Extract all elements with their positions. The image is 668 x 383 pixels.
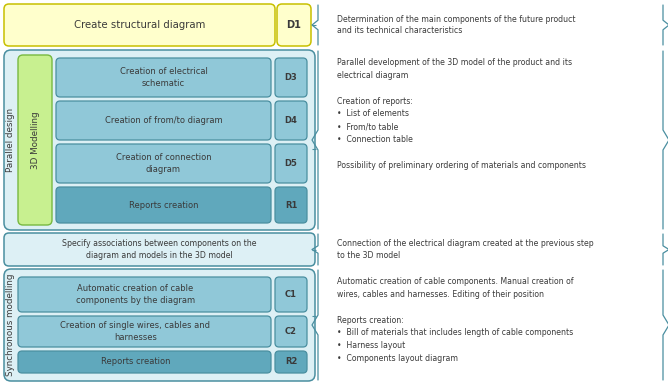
Text: Specify associations between components on the
diagram and models in the 3D mode: Specify associations between components … [62,239,257,260]
Text: Creation of connection
diagram: Creation of connection diagram [116,154,211,173]
Text: R1: R1 [285,200,297,210]
Text: Connection of the electrical diagram created at the previous step
to the 3D mode: Connection of the electrical diagram cre… [337,239,594,260]
FancyBboxPatch shape [18,277,271,312]
FancyBboxPatch shape [56,187,271,223]
Text: D4: D4 [285,116,297,125]
FancyBboxPatch shape [275,144,307,183]
FancyBboxPatch shape [275,277,307,312]
FancyBboxPatch shape [56,144,271,183]
FancyBboxPatch shape [56,58,271,97]
Text: Automatic creation of cable components. Manual creation of
wires, cables and har: Automatic creation of cable components. … [337,277,574,363]
Text: Parallel development of the 3D model of the product and its
electrical diagram

: Parallel development of the 3D model of … [337,58,586,170]
FancyBboxPatch shape [18,55,52,225]
Text: C1: C1 [285,290,297,299]
Text: R2: R2 [285,357,297,367]
Text: Automatic creation of cable
components by the diagram: Automatic creation of cable components b… [76,285,195,304]
Text: Parallel design: Parallel design [7,108,15,172]
FancyBboxPatch shape [4,4,275,46]
Text: D1: D1 [287,20,301,30]
FancyBboxPatch shape [4,233,315,266]
FancyBboxPatch shape [18,351,271,373]
Text: Creation of from/to diagram: Creation of from/to diagram [105,116,222,125]
Text: Reports creation: Reports creation [129,200,198,210]
Text: Creation of electrical
schematic: Creation of electrical schematic [120,67,208,88]
Text: Creation of single wires, cables and
harnesses: Creation of single wires, cables and har… [61,321,210,342]
FancyBboxPatch shape [275,101,307,140]
Text: Determination of the main components of the future product
and its technical cha: Determination of the main components of … [337,15,576,35]
FancyBboxPatch shape [4,50,315,230]
FancyBboxPatch shape [277,4,311,46]
FancyBboxPatch shape [275,58,307,97]
Text: Synchronous modelling: Synchronous modelling [7,274,15,376]
Text: D5: D5 [285,159,297,168]
Text: 3D Modelling: 3D Modelling [31,111,39,169]
Text: D3: D3 [285,73,297,82]
FancyBboxPatch shape [4,269,315,381]
FancyBboxPatch shape [18,316,271,347]
Text: Create structural diagram: Create structural diagram [73,20,205,30]
Text: Reports creation: Reports creation [101,357,170,367]
FancyBboxPatch shape [275,316,307,347]
FancyBboxPatch shape [275,351,307,373]
Text: C2: C2 [285,327,297,336]
FancyBboxPatch shape [56,101,271,140]
FancyBboxPatch shape [275,187,307,223]
